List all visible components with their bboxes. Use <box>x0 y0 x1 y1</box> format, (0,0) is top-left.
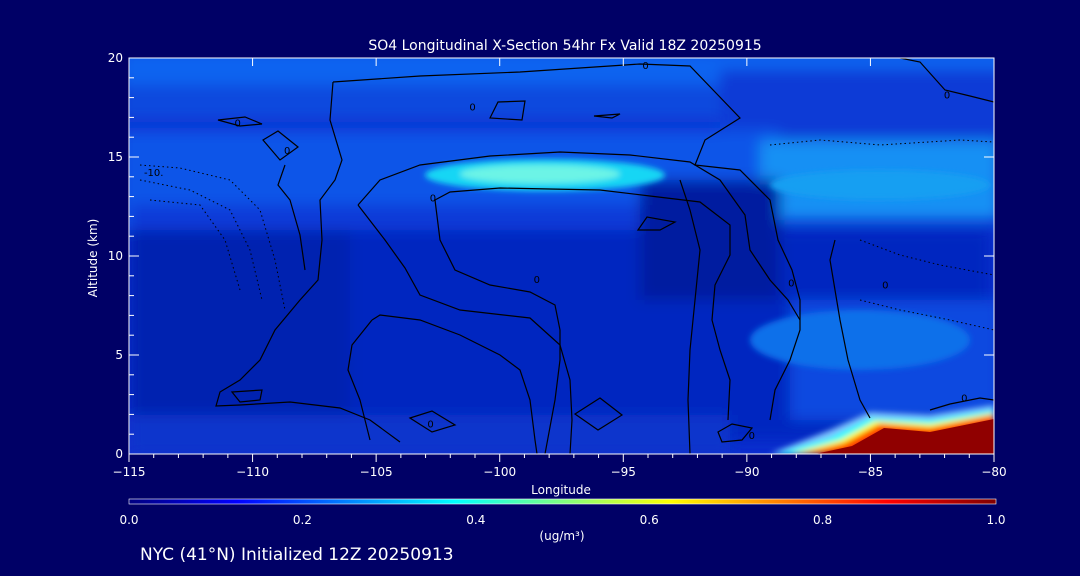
x-axis: −115 −110 −105 −100 −95 −90 −85 −80 <box>113 58 1007 479</box>
y-axis: 0 5 10 15 20 <box>108 51 994 461</box>
x-tick-label: −115 <box>113 465 146 479</box>
colorbar-ticks: 0.0 0.2 0.4 0.6 0.8 1.0 <box>119 513 1005 527</box>
contour-label: 0 <box>642 61 648 72</box>
contour-label: 0 <box>788 279 794 290</box>
y-tick-label: 0 <box>115 447 123 461</box>
x-tick-label: −90 <box>734 465 759 479</box>
y-axis-label: Altitude (km) <box>86 219 100 298</box>
y-tick-label: 10 <box>108 249 123 263</box>
colorbar-tick-label: 0.8 <box>813 513 832 527</box>
heatmap-field <box>129 58 994 454</box>
contour-lines <box>139 58 994 454</box>
contour-label: 0 <box>430 194 436 205</box>
y-tick-label: 5 <box>115 348 123 362</box>
x-tick-label: −80 <box>981 465 1006 479</box>
contour-label: 0 <box>235 118 241 129</box>
x-tick-label: −95 <box>611 465 636 479</box>
colorbar-tick-label: 0.2 <box>293 513 312 527</box>
contour-label-group: 0 0 0 0 0 0 0 0 0 0 0 0 -10. <box>144 61 968 442</box>
y-tick-label: 20 <box>108 51 123 65</box>
x-tick-label: −85 <box>858 465 883 479</box>
footer-text: NYC (41°N) Initialized 12Z 20250913 <box>140 545 454 565</box>
colorbar-label: (ug/m³) <box>539 529 584 543</box>
contour-label: 0 <box>749 431 755 442</box>
colorbar-tick-label: 0.6 <box>640 513 659 527</box>
contour-label: 0 <box>944 91 950 102</box>
colorbar-tick-label: 1.0 <box>986 513 1005 527</box>
contour-label: 0 <box>961 394 967 405</box>
colorbar-tick-label: 0.4 <box>466 513 485 527</box>
colorbar-tick-label: 0.0 <box>119 513 138 527</box>
chart-title: SO4 Longitudinal X-Section 54hr Fx Valid… <box>368 38 761 54</box>
x-tick-label: −105 <box>360 465 393 479</box>
y-tick-label: 15 <box>108 150 123 164</box>
x-tick-label: −100 <box>483 465 516 479</box>
contour-label: 0 <box>284 146 290 157</box>
x-axis-label: Longitude <box>531 483 591 497</box>
x-tick-label: −110 <box>236 465 269 479</box>
colorbar: 0.0 0.2 0.4 0.6 0.8 1.0 (ug/m³) <box>119 498 1006 543</box>
contour-label: 0 <box>427 419 433 430</box>
contour-label: 0 <box>534 275 540 286</box>
contour-label: 0 <box>882 281 888 292</box>
contour-label: -10. <box>144 168 164 179</box>
contour-label: 0 <box>469 103 475 114</box>
colorbar-bar <box>128 498 997 505</box>
